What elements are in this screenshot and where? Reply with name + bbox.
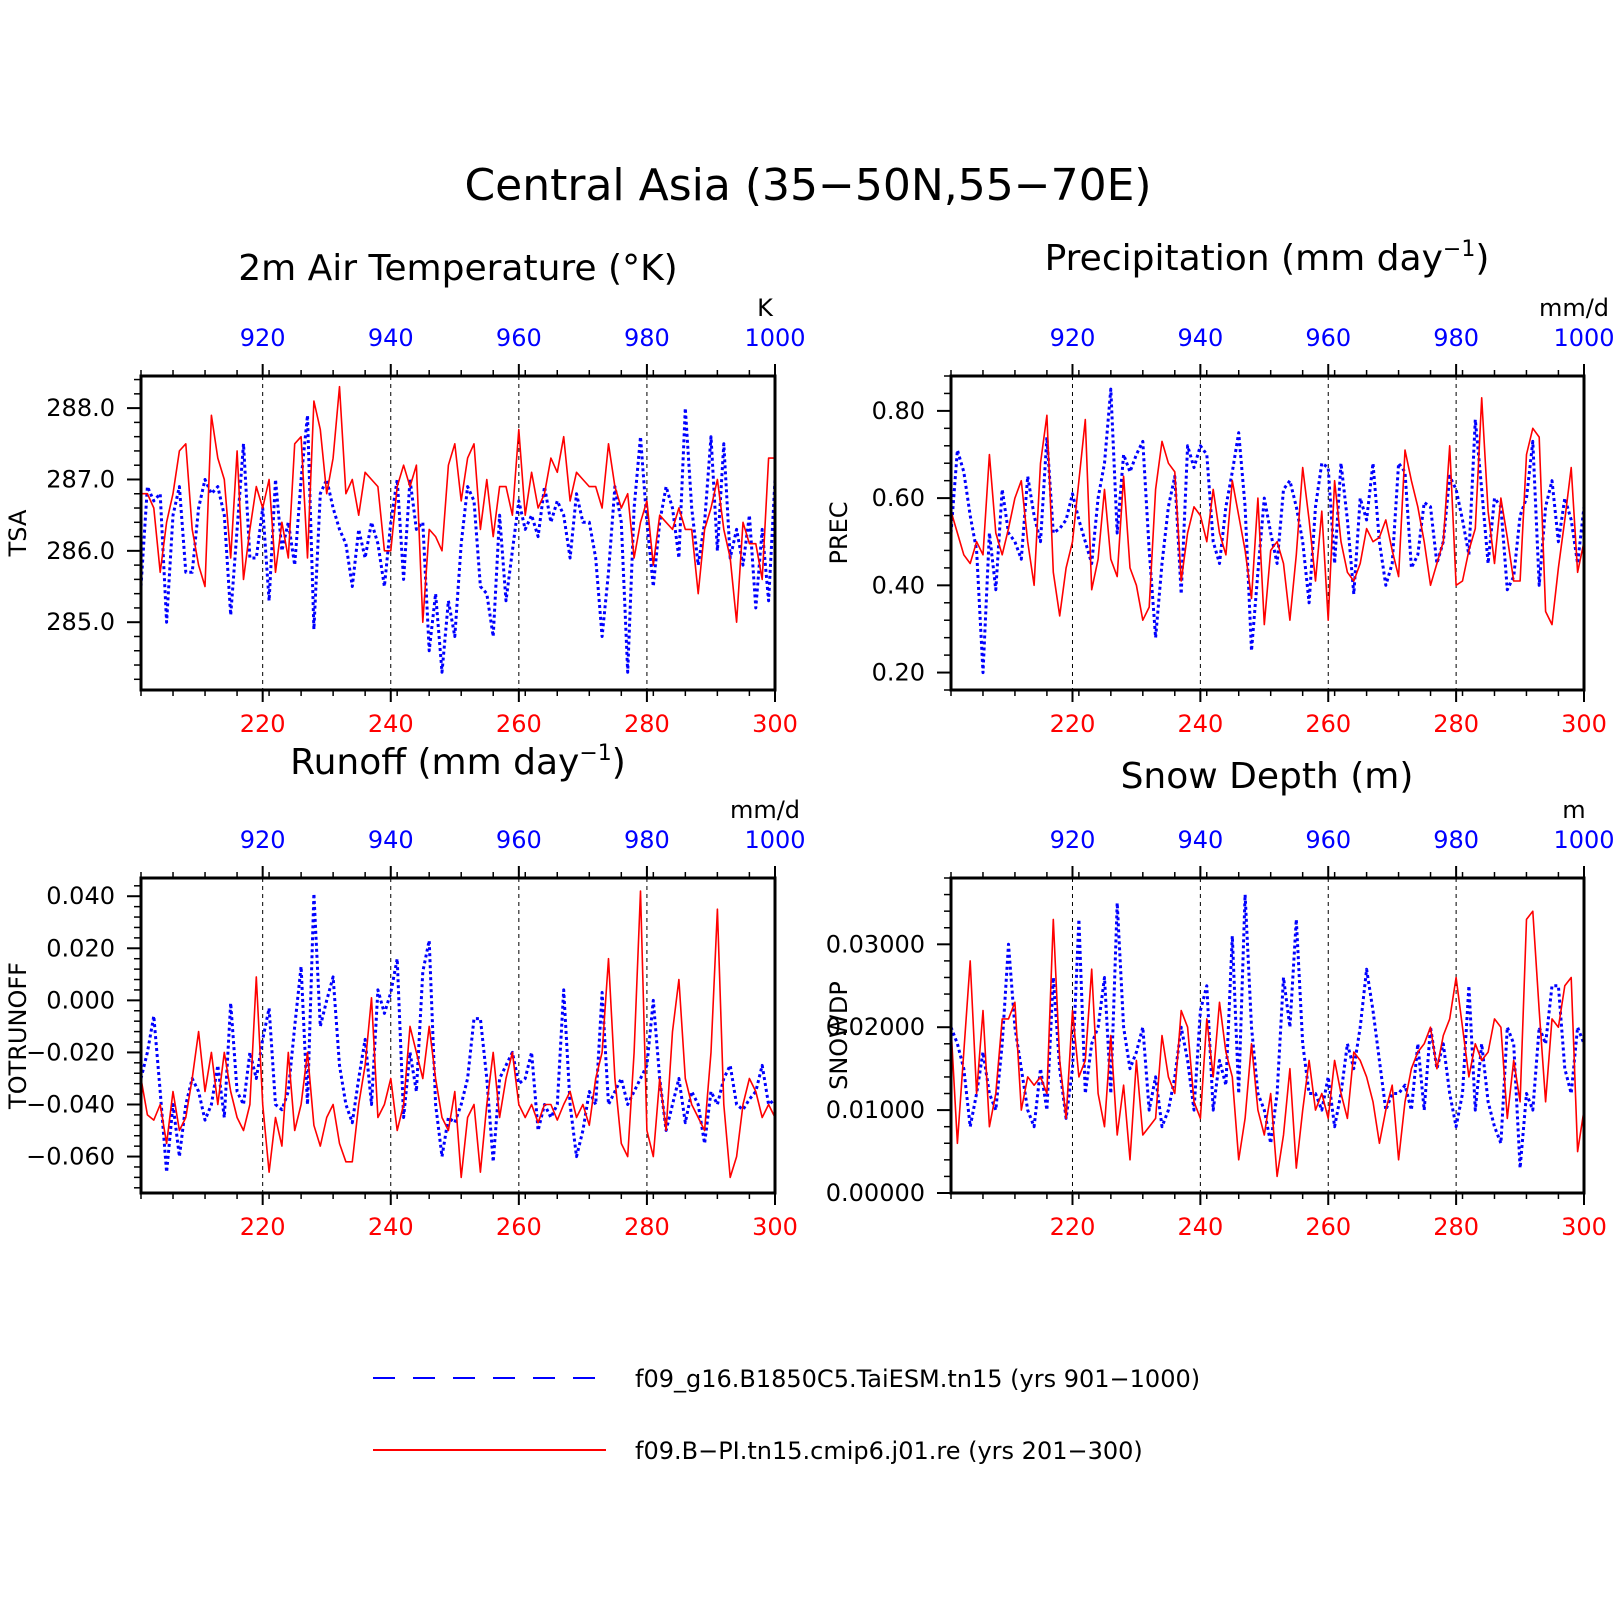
x-tick-label-top: 960 [496, 826, 542, 854]
x-tick-label-top: 980 [1433, 826, 1479, 854]
x-tick-label-bottom: 240 [1177, 1213, 1223, 1241]
x-tick-label-bottom: 300 [752, 1213, 798, 1241]
y-tick-label: 0.02000 [826, 1013, 925, 1041]
y-tick-label: 288.0 [46, 394, 115, 422]
y-tick-label: 0.020 [46, 934, 115, 962]
x-tick-label-top: 1000 [1553, 324, 1614, 352]
y-tick-label: −0.020 [26, 1038, 115, 1066]
x-tick-label-top: 940 [1177, 826, 1223, 854]
units-label: m [1562, 796, 1585, 824]
panel-title: 2m Air Temperature (°K) [238, 248, 677, 289]
x-tick-label-top: 1000 [744, 826, 805, 854]
series-line-red [140, 890, 776, 1179]
panel-title: Snow Depth (m) [1121, 756, 1414, 797]
x-tick-label-bottom: 300 [752, 710, 798, 738]
series-line-red [950, 396, 1585, 626]
y-axis-label: TSA [4, 509, 32, 557]
series-line-blue [139, 406, 777, 674]
x-tick-label-top: 920 [240, 826, 286, 854]
x-tick-label-top: 920 [240, 324, 286, 352]
y-tick-label: 0.40 [872, 571, 925, 599]
x-tick-label-bottom: 240 [368, 1213, 414, 1241]
units-label: mm/d [1539, 294, 1609, 322]
x-tick-label-top: 1000 [1553, 826, 1614, 854]
x-tick-label-bottom: 220 [1050, 1213, 1096, 1241]
y-tick-label: 286.0 [46, 537, 115, 565]
series-line-blue [139, 892, 776, 1174]
panels-group: 2m Air Temperature (°K) K 220 240 260 280 300 9… [4, 237, 1615, 1241]
y-tick-label: −0.040 [26, 1090, 115, 1118]
x-tick-label-bottom: 280 [624, 710, 670, 738]
x-tick-label-bottom: 220 [240, 710, 286, 738]
y-tick-label: 287.0 [46, 465, 115, 493]
x-tick-label-top: 920 [1050, 324, 1096, 352]
plot-frame [139, 876, 777, 1195]
x-tick-label-top: 960 [1305, 826, 1351, 854]
plot-frame [139, 374, 777, 692]
x-tick-label-bottom: 300 [1561, 1213, 1607, 1241]
panel-title: Precipitation (mm day−1) [1045, 237, 1490, 279]
x-tick-label-top: 940 [368, 324, 414, 352]
x-tick-label-bottom: 240 [368, 710, 414, 738]
y-tick-label: −0.060 [26, 1143, 115, 1171]
panel-prec: Precipitation (mm day−1) mm/d 220 240 260 280… [825, 237, 1615, 738]
legend-label-red: f09.B−PI.tn15.cmip6.j01.re (yrs 201−300) [635, 1437, 1143, 1465]
y-tick-label: 0.80 [872, 397, 925, 425]
series-line-red [141, 385, 775, 624]
x-tick-label-top: 940 [1177, 324, 1223, 352]
figure-title: Central Asia (35−50N,55−70E) [464, 160, 1151, 211]
y-tick-label: 0.20 [872, 659, 925, 687]
panel-snowdp: Snow Depth (m) m 220 240 260 280 300 920 940 960 9… [825, 756, 1615, 1241]
y-axis-label: TOTRUNOFF [4, 962, 32, 1110]
legend: f09_g16.B1850C5.TaiESM.tn15 (yrs 901−100… [373, 1365, 1200, 1465]
x-tick-label-bottom: 220 [240, 1213, 286, 1241]
units-label: mm/d [730, 796, 800, 824]
x-tick-label-top: 920 [1050, 826, 1096, 854]
y-tick-label: 0.000 [46, 986, 115, 1014]
x-tick-label-top: 940 [368, 826, 414, 854]
legend-label-blue: f09_g16.B1850C5.TaiESM.tn15 (yrs 901−100… [635, 1365, 1200, 1393]
y-tick-label: 0.040 [46, 882, 115, 910]
y-tick-label: 0.00000 [826, 1179, 925, 1207]
x-tick-label-top: 960 [496, 324, 542, 352]
y-tick-label: 0.01000 [826, 1096, 925, 1124]
y-tick-label: 0.03000 [826, 930, 925, 958]
x-tick-label-top: 980 [624, 826, 670, 854]
series-line-blue [949, 387, 1586, 675]
x-tick-label-top: 960 [1305, 324, 1351, 352]
series-line-blue [949, 893, 1586, 1170]
panel-totrunoff: Runoff (mm day−1) mm/d 220 240 260 280 300 920 9… [4, 741, 806, 1241]
x-tick-label-top: 980 [1433, 324, 1479, 352]
x-tick-label-bottom: 260 [496, 1213, 542, 1241]
x-tick-label-top: 980 [624, 324, 670, 352]
series-line-red [950, 910, 1585, 1178]
y-tick-label: 0.60 [872, 484, 925, 512]
x-tick-label-bottom: 280 [1433, 1213, 1479, 1241]
x-tick-label-bottom: 280 [1433, 710, 1479, 738]
x-tick-label-top: 1000 [744, 324, 805, 352]
panel-tsa: 2m Air Temperature (°K) K 220 240 260 280 300 9… [4, 248, 806, 738]
x-tick-label-bottom: 260 [1305, 710, 1351, 738]
units-label: K [757, 294, 774, 322]
y-axis-label: SNOWDP [825, 981, 853, 1090]
y-tick-label: 285.0 [46, 608, 115, 636]
x-tick-label-bottom: 300 [1561, 710, 1607, 738]
plot-frame [949, 876, 1586, 1195]
x-tick-label-bottom: 240 [1177, 710, 1223, 738]
x-tick-label-bottom: 260 [496, 710, 542, 738]
y-axis-label: PREC [825, 501, 853, 564]
x-tick-label-bottom: 260 [1305, 1213, 1351, 1241]
x-tick-label-bottom: 220 [1050, 710, 1096, 738]
x-tick-label-bottom: 280 [624, 1213, 670, 1241]
panel-title: Runoff (mm day−1) [290, 741, 626, 783]
